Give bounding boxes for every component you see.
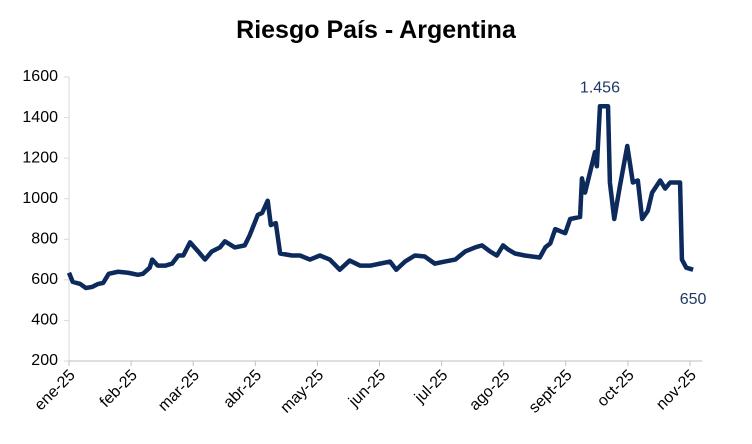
- chart-title: Riesgo País - Argentina: [236, 16, 517, 44]
- value-label: 650: [680, 291, 707, 308]
- y-tick-label: 600: [31, 271, 58, 288]
- y-tick-label: 1000: [22, 190, 58, 207]
- y-tick-label: 1400: [22, 109, 58, 126]
- y-tick-label: 800: [31, 231, 58, 248]
- y-tick-label: 200: [31, 352, 58, 369]
- value-label: 1.456: [580, 79, 620, 96]
- y-tick-label: 400: [31, 312, 58, 329]
- y-tick-label: 1200: [22, 149, 58, 166]
- y-tick-label: 1600: [22, 68, 58, 85]
- line-series: [66, 103, 694, 291]
